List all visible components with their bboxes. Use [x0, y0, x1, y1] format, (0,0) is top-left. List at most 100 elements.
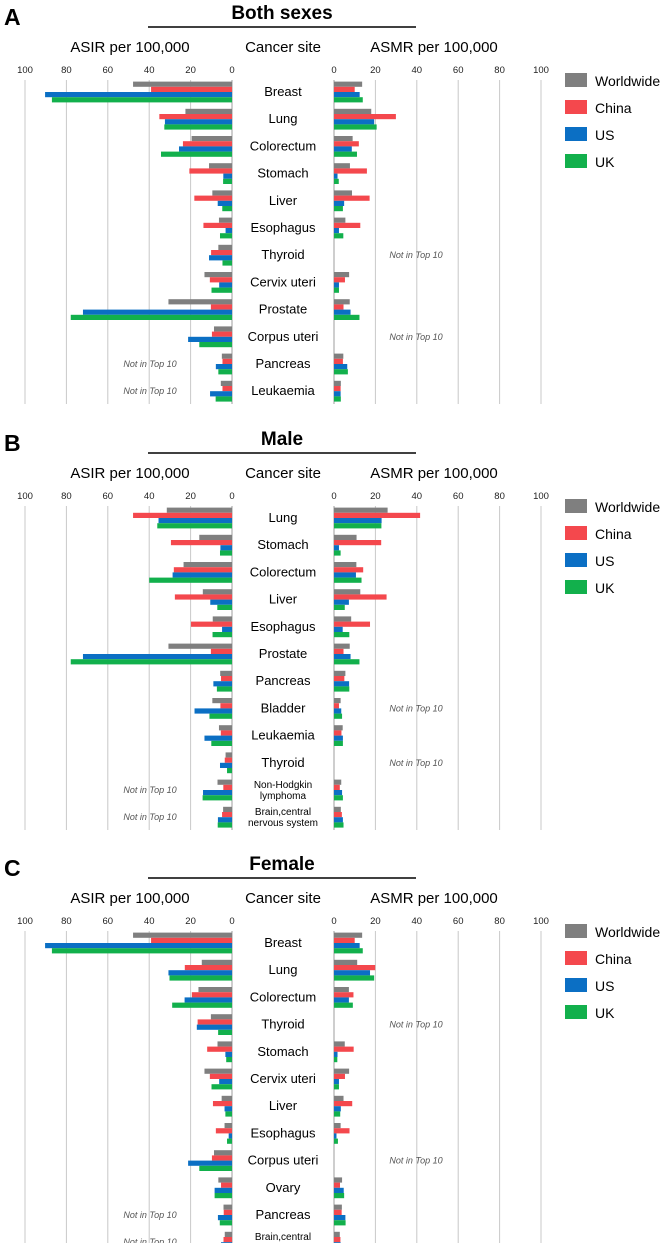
asmr-bar-china	[334, 621, 371, 627]
panel-letter: A	[4, 4, 21, 30]
asmr-bar-worldwide	[334, 1231, 340, 1237]
asmr-bar-worldwide	[334, 698, 341, 704]
asir-bar-uk	[227, 1138, 232, 1144]
asir-bar-uk	[222, 260, 232, 266]
asir-bar-china	[211, 250, 232, 256]
asmr-bar-uk	[334, 686, 350, 692]
asir-tick-label: 20	[185, 65, 196, 76]
asir-bar-worldwide	[209, 163, 232, 169]
asir-bar-china	[220, 703, 232, 709]
category-label: Liver	[269, 193, 298, 208]
asmr-bar-us	[334, 309, 351, 315]
asir-bar-uk	[169, 975, 232, 981]
asir-bar-uk	[217, 822, 232, 828]
asir-bar-china	[210, 648, 232, 654]
asir-bar-uk	[225, 1111, 232, 1117]
asir-bar-us	[188, 1160, 232, 1166]
asir-tick-label: 40	[144, 916, 155, 927]
asir-bar-us	[204, 735, 232, 741]
asir-bar-us	[223, 173, 232, 179]
asir-bar-us	[45, 92, 233, 98]
asir-bar-worldwide	[199, 534, 232, 540]
asir-tick-label: 0	[229, 65, 234, 76]
asir-bar-uk	[219, 233, 232, 239]
category-label: Esophagus	[250, 1125, 316, 1140]
category-label: Brain,central	[255, 1232, 311, 1243]
asmr-bar-uk	[334, 287, 339, 293]
asmr-tick-label: 80	[494, 916, 505, 927]
asir-bar-us	[209, 255, 232, 261]
asmr-bar-us	[334, 1133, 337, 1139]
asmr-bar-worldwide	[334, 1068, 350, 1074]
category-label: Colorectum	[250, 138, 316, 153]
asir-bar-china	[197, 1019, 232, 1025]
asir-bar-worldwide	[213, 326, 232, 332]
asir-bar-uk	[51, 97, 232, 103]
asmr-bar-worldwide	[334, 380, 341, 386]
asir-bar-us	[210, 599, 232, 605]
panel-a: A Both sexes ASIR per 100,000 Cancer site AS…	[4, 3, 660, 404]
asir-bar-us	[203, 790, 232, 796]
legend-label-uk: UK	[595, 154, 615, 170]
asir-bar-uk	[160, 151, 232, 157]
legend-label-worldwide: Worldwide	[595, 924, 660, 940]
asmr-bar-us	[334, 599, 349, 605]
asir-bar-worldwide	[166, 507, 232, 513]
asir-bar-uk	[164, 124, 232, 130]
asmr-tick-label: 60	[453, 916, 464, 927]
asmr-bar-uk	[334, 659, 360, 665]
cancer-site-header: Cancer site	[245, 465, 321, 482]
asir-bar-worldwide	[168, 643, 232, 649]
asir-bar-uk	[217, 604, 232, 610]
asmr-bar-us	[334, 735, 343, 741]
asmr-bar-china	[334, 703, 339, 709]
cancer-site-header: Cancer site	[245, 890, 321, 907]
asmr-bar-uk	[334, 1057, 338, 1063]
asmr-bar-us	[334, 681, 350, 687]
asmr-tick-label: 80	[494, 65, 505, 76]
category-label: Colorectum	[250, 989, 316, 1004]
category-label: Corpus uteri	[248, 329, 319, 344]
asmr-bar-us	[334, 790, 343, 796]
asir-bar-uk	[209, 713, 232, 719]
asmr-bar-uk	[334, 396, 341, 402]
asmr-bar-china	[334, 1073, 345, 1079]
asir-bar-us	[217, 817, 232, 823]
asir-bar-uk	[218, 369, 232, 375]
asmr-bar-worldwide	[334, 136, 353, 142]
asir-bar-worldwide	[168, 299, 232, 305]
asmr-bar-uk	[334, 713, 343, 719]
asmr-bar-us	[334, 146, 352, 152]
asir-tick-label: 60	[103, 491, 114, 502]
asir-tick-label: 100	[17, 491, 33, 502]
asir-bar-us	[217, 200, 232, 206]
asir-bar-us	[214, 1187, 232, 1193]
panel-b: B Male ASIR per 100,000 Cancer site ASMR per…	[4, 429, 660, 830]
category-label: Lung	[269, 510, 298, 525]
asir-bar-worldwide	[212, 190, 232, 196]
asmr-bar-worldwide	[334, 507, 388, 513]
asir-bar-us	[217, 1215, 232, 1221]
not-in-top-10-note: Not in Top 10	[123, 1210, 176, 1220]
asir-bar-china	[223, 1209, 232, 1215]
asir-header: ASIR per 100,000	[70, 465, 189, 482]
asmr-tick-label: 20	[370, 65, 381, 76]
asir-bar-china	[194, 195, 232, 201]
asir-bar-china	[174, 594, 232, 600]
asir-bar-worldwide	[218, 244, 232, 250]
category-label: Esophagus	[250, 220, 316, 235]
category-label: Prostate	[259, 646, 307, 661]
asir-bar-uk	[212, 632, 232, 638]
asir-bar-us	[82, 309, 233, 315]
asir-bar-china	[209, 277, 232, 283]
asir-bar-us	[225, 228, 232, 234]
asir-bar-uk	[226, 1057, 232, 1063]
asmr-bar-china	[334, 812, 342, 818]
asir-tick-label: 60	[103, 916, 114, 927]
category-label: Non-Hodgkin	[254, 780, 312, 791]
category-label: Breast	[264, 84, 302, 99]
asir-bar-us	[225, 1051, 232, 1057]
asmr-bar-uk	[334, 577, 362, 583]
asir-bar-us	[179, 146, 232, 152]
